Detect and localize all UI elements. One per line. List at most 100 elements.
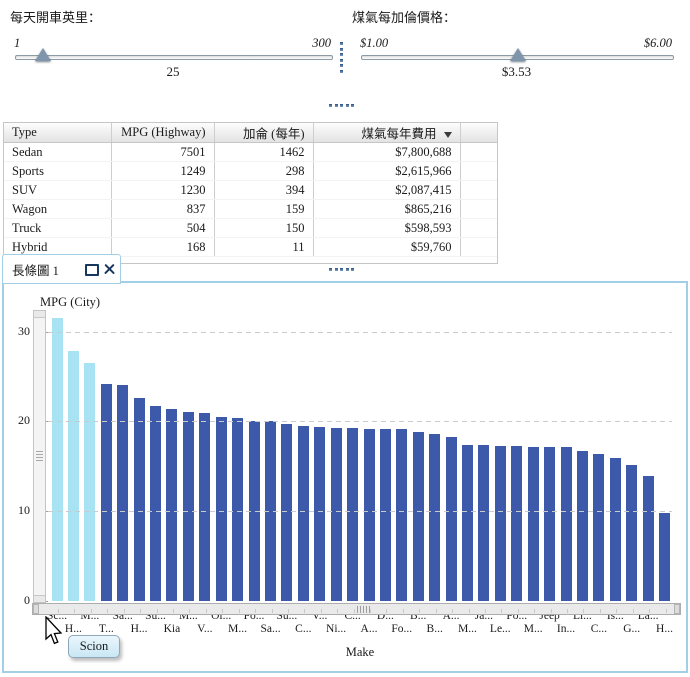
bar[interactable] [659, 513, 670, 601]
table-cell[interactable]: 394 [214, 180, 314, 200]
scrollbar-right-cap[interactable] [674, 604, 680, 614]
scrollbar-tick [107, 609, 109, 613]
table-row[interactable]: Sedan 7501 1462 $7,800,688 [4, 142, 497, 162]
table-cell[interactable]: $865,216 [313, 199, 461, 219]
table-row[interactable]: Sports 1249 298 $2,615,966 [4, 161, 497, 181]
gas-price-slider-thumb[interactable] [510, 48, 526, 61]
gridline [48, 511, 672, 513]
table-row[interactable]: SUV 1230 394 $2,087,415 [4, 180, 497, 200]
column-header-4[interactable] [460, 123, 497, 143]
table-row[interactable]: Hybrid 168 11 $59,760 [4, 237, 497, 257]
table-cell[interactable]: 159 [214, 199, 314, 219]
table-cell[interactable]: 7501 [111, 142, 215, 162]
daily-miles-slider-thumb[interactable] [35, 48, 51, 61]
bar[interactable] [642, 476, 654, 601]
table-cell[interactable]: 1230 [111, 180, 215, 200]
close-icon[interactable] [104, 263, 115, 274]
table-cell[interactable]: Sports [4, 161, 112, 181]
bar[interactable] [347, 428, 359, 601]
bar[interactable] [232, 418, 244, 601]
bar[interactable] [281, 424, 293, 601]
table-cell[interactable]: 150 [214, 218, 314, 238]
splitter-dot [340, 47, 343, 51]
bar[interactable] [199, 413, 211, 601]
bar[interactable] [117, 385, 129, 601]
bar[interactable] [527, 447, 539, 601]
bar[interactable] [609, 458, 621, 601]
bar[interactable] [330, 428, 342, 601]
table-cell[interactable]: 168 [111, 237, 215, 257]
vertical-splitter-handle[interactable] [340, 42, 343, 73]
table-cell[interactable]: $2,087,415 [313, 180, 461, 200]
table-cell[interactable]: $598,593 [313, 218, 461, 238]
table-cell[interactable]: $7,800,688 [313, 142, 461, 162]
column-header-2[interactable]: 加侖 (每年) [214, 123, 314, 143]
table-cell[interactable]: 504 [111, 218, 215, 238]
scrollbar-tick [123, 609, 125, 613]
chart-window-tab[interactable]: 長條圖 1 [2, 254, 121, 284]
table-row[interactable]: Wagon 837 159 $865,216 [4, 199, 497, 219]
scrollbar-left-cap[interactable] [33, 604, 39, 614]
bar[interactable] [314, 427, 326, 601]
bar[interactable] [576, 451, 588, 601]
chart-vertical-scrollbar[interactable] [33, 310, 46, 603]
scrollbar-bottom-cap[interactable] [34, 595, 45, 602]
table-cell[interactable]: 11 [214, 237, 314, 257]
bar[interactable] [182, 412, 194, 601]
table-cell[interactable]: 298 [214, 161, 314, 181]
bar[interactable] [560, 447, 572, 601]
bar[interactable] [215, 417, 227, 601]
splitter-dot [329, 104, 332, 107]
table-cell[interactable]: 837 [111, 199, 215, 219]
table-row[interactable]: Truck 504 150 $598,593 [4, 218, 497, 238]
chart-horizontal-scrollbar[interactable] [32, 603, 681, 615]
bar[interactable] [297, 426, 309, 601]
column-header-label: 加侖 (每年) [243, 127, 305, 141]
x-axis-tick-label: Kia [163, 623, 181, 635]
scrollbar-top-cap[interactable] [34, 311, 45, 318]
bar[interactable] [494, 446, 506, 601]
bar[interactable] [396, 429, 408, 601]
daily-miles-min-label: 1 [14, 36, 21, 50]
horizontal-splitter-handle-top[interactable] [329, 104, 354, 107]
table-cell[interactable]: Truck [4, 218, 112, 238]
bar-highlighted[interactable] [51, 318, 63, 601]
bar-highlighted[interactable] [67, 351, 79, 601]
table-cell[interactable]: SUV [4, 180, 112, 200]
bar[interactable] [429, 434, 441, 601]
column-header-3[interactable]: 煤氣每年費用 [313, 123, 461, 143]
bar[interactable] [166, 409, 178, 601]
scrollbar-tick [353, 609, 355, 613]
scrollbar-tick [386, 609, 388, 613]
bar[interactable] [248, 421, 260, 601]
bar[interactable] [363, 429, 375, 601]
bar[interactable] [100, 384, 112, 601]
bar[interactable] [412, 432, 424, 601]
table-cell[interactable]: Sedan [4, 142, 112, 162]
table-cell[interactable]: $59,760 [313, 237, 461, 257]
bar[interactable] [544, 447, 556, 601]
table-cell[interactable]: $2,615,966 [313, 161, 461, 181]
bar[interactable] [593, 454, 605, 601]
scrollbar-tick [370, 609, 371, 613]
column-header-0[interactable]: Type [4, 123, 112, 143]
maximize-icon[interactable] [85, 264, 99, 276]
column-header-1[interactable]: MPG (Highway) [111, 123, 215, 143]
bar-highlighted[interactable] [84, 363, 96, 601]
bar[interactable] [462, 445, 473, 601]
bar[interactable] [626, 465, 638, 601]
bar[interactable] [150, 406, 161, 601]
table-cell[interactable]: Wagon [4, 199, 112, 219]
horizontal-splitter-handle-bottom[interactable] [329, 268, 354, 271]
bar[interactable] [379, 429, 391, 601]
bar[interactable] [511, 446, 523, 601]
bar[interactable] [133, 398, 145, 601]
scrollbar-tick [172, 609, 174, 613]
daily-miles-slider-track[interactable] [15, 55, 333, 60]
table-cell[interactable]: 1249 [111, 161, 215, 181]
bar[interactable] [478, 445, 490, 601]
table-cell[interactable]: 1462 [214, 142, 314, 162]
bar[interactable] [445, 437, 457, 601]
bar[interactable] [265, 421, 276, 601]
chart-tab-title: 長條圖 1 [12, 264, 59, 278]
